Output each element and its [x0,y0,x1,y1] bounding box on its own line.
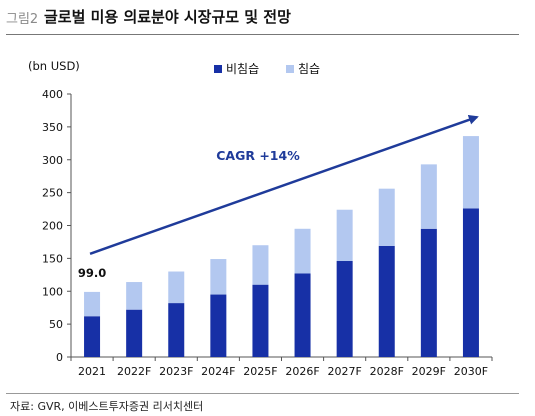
y-tick-label: 100 [42,285,63,298]
y-tick-label: 250 [42,187,63,200]
x-tick-label: 2026F [285,365,319,378]
bar-invasive [252,245,269,285]
title-rule [6,34,519,35]
bar-invasive [84,291,101,317]
data-label-2021: 99.0 [78,266,106,280]
legend-swatch-noninvasive [214,65,222,73]
bar-noninvasive [294,273,311,357]
x-tick-label: 2021 [78,365,106,378]
bar-invasive [462,136,479,209]
bar-invasive [294,228,311,274]
y-tick-label: 300 [42,154,63,167]
legend-label-noninvasive: 비침습 [226,62,259,76]
y-tick-label: 50 [49,318,63,331]
bar-noninvasive [462,208,479,357]
x-tick-label: 2027F [327,365,361,378]
y-axis-unit-label: (bn USD) [28,59,80,73]
source-rule [6,393,519,394]
bar-noninvasive [168,303,185,357]
y-tick-label: 200 [42,220,63,233]
bar-invasive [168,271,185,304]
x-tick-label: 2030F [454,365,488,378]
x-tick-label: 2028F [370,365,404,378]
bar-noninvasive [420,228,437,357]
legend-label-invasive: 침습 [298,62,320,76]
legend-swatch-invasive [286,65,294,73]
x-tick-label: 2023F [159,365,193,378]
bar-noninvasive [336,261,353,357]
bar-noninvasive [126,309,143,357]
y-tick-label: 350 [42,121,63,134]
figure-number: 그림2 [6,12,39,27]
bar-invasive [126,282,143,310]
bar-noninvasive [84,316,101,357]
bar-invasive [210,259,227,295]
bar-noninvasive [210,294,227,357]
cagr-trend-arrow [89,114,479,255]
x-tick-label: 2025F [243,365,277,378]
x-tick-label: 2022F [117,365,151,378]
x-tick-label: 2029F [412,365,446,378]
bar-invasive [420,164,437,229]
bar-invasive [378,188,395,246]
figure-title: 글로벌 미용 의료분야 시장규모 및 전망 [44,8,291,26]
y-tick-label: 400 [42,88,63,101]
bar-noninvasive [378,245,395,357]
cagr-label: CAGR +14% [216,148,300,163]
source-note: 자료: GVR, 이베스트투자증권 리서치센터 [10,400,204,413]
x-tick-label: 2024F [201,365,235,378]
bar-noninvasive [252,284,269,357]
y-tick-label: 150 [42,252,63,265]
y-tick-label: 0 [56,351,63,364]
bar-invasive [336,209,353,262]
